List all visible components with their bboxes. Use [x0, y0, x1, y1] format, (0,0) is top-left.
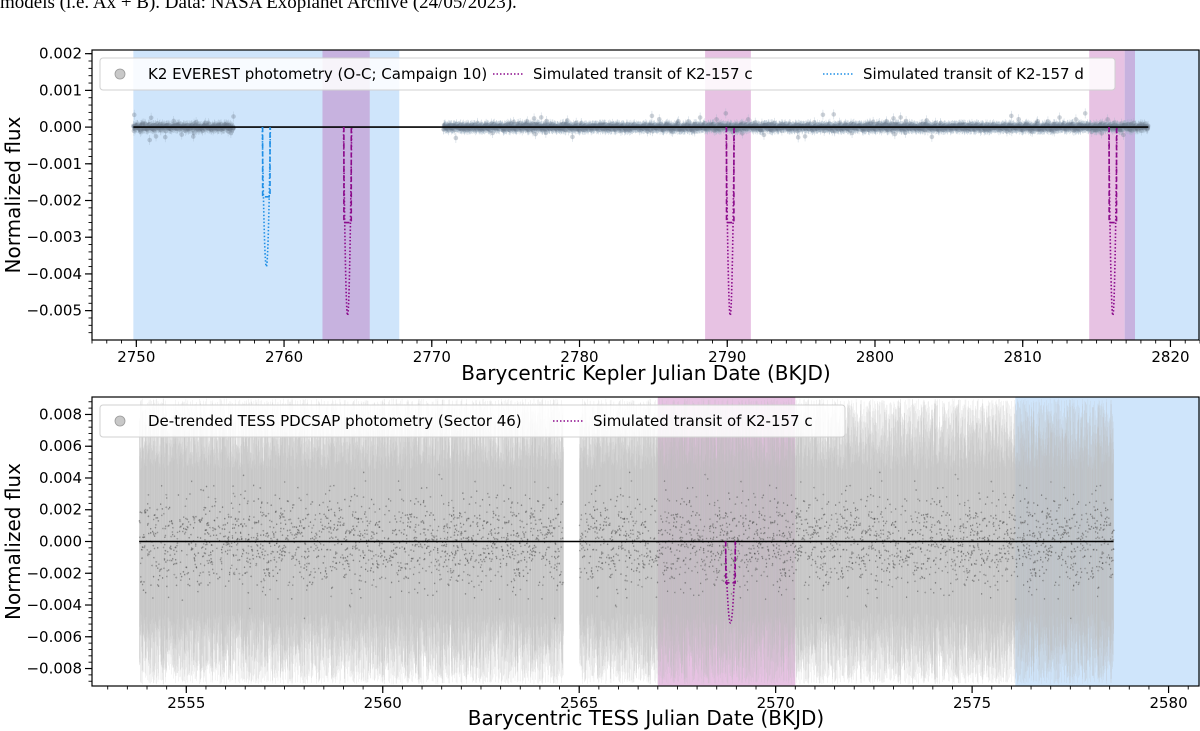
legend-item-3: Simulated transit of K2-157 d — [823, 65, 1084, 83]
x-tick-label-0: 2555 — [167, 694, 205, 712]
x-tick-label-4: 2575 — [953, 694, 991, 712]
legend-box — [99, 404, 846, 438]
legend-label: Simulated transit of K2-157 c — [593, 412, 813, 430]
legend-item-2: Simulated transit of K2-157 c — [493, 65, 753, 83]
transit-c-1 — [724, 541, 737, 624]
transit-c-4 — [1107, 127, 1118, 316]
legend-box — [99, 57, 1116, 91]
legend-label: Simulated transit of K2-157 d — [863, 65, 1084, 83]
legend: K2 EVEREST photometry (O-C; Campaign 10)… — [99, 57, 1116, 91]
y-tick-label-1: 0.001 — [39, 81, 82, 99]
x-tick-label-5: 2580 — [1149, 694, 1187, 712]
x-axis-label: Barycentric Kepler Julian Date (BKJD) — [461, 361, 830, 385]
y-tick-label-2: 0.004 — [39, 469, 82, 487]
legend-marker — [114, 68, 126, 80]
x-tick-label-6: 2810 — [1004, 348, 1042, 366]
legend-item-1: De-trended TESS PDCSAP photometry (Secto… — [114, 412, 522, 430]
shaded-region-3 — [705, 50, 751, 340]
x-tick-label-5: 2800 — [856, 348, 894, 366]
x-tick-label-2: 2770 — [413, 348, 451, 366]
shaded-region-4 — [1089, 50, 1125, 340]
x-axis-label: Barycentric TESS Julian Date (BKJD) — [468, 706, 824, 730]
panel-2: 2555 2560 2565 2570 2575 2580 Barycentric TESS… — [1, 396, 1200, 730]
x-tick-label-4: 2790 — [708, 348, 746, 366]
y-tick-label-3: 0.002 — [39, 501, 82, 519]
legend-item-2: Simulated transit of K2-157 c — [553, 412, 813, 430]
y-tick-label-4: 0.000 — [39, 533, 82, 551]
y-tick-label-6: −0.004 — [26, 596, 82, 614]
legend-item-1: K2 EVEREST photometry (O-C; Campaign 10) — [114, 65, 487, 83]
shaded-region-5 — [1124, 50, 1135, 340]
x-tick-label-0: 2750 — [117, 348, 155, 366]
shaded-region-6 — [1134, 50, 1200, 340]
plot-area — [138, 397, 1200, 686]
y-tick-label-5: −0.002 — [26, 564, 82, 582]
legend: De-trended TESS PDCSAP photometry (Secto… — [99, 404, 846, 438]
y-tick-label-7: −0.006 — [26, 628, 82, 646]
y-tick-label-2: 0.000 — [39, 118, 82, 136]
shaded-region-2 — [322, 50, 370, 340]
axes-frame — [91, 49, 1200, 341]
x-tick-label-3: 2570 — [757, 694, 795, 712]
transit-d-1 — [261, 127, 272, 268]
legend-label: Simulated transit of K2-157 c — [533, 65, 753, 83]
figure-caption: models (i.e. Ax + B). Data: NASA Exoplan… — [0, 0, 1200, 32]
legend-label: De-trended TESS PDCSAP photometry (Secto… — [148, 412, 522, 430]
y-tick-label-1: 0.006 — [39, 437, 82, 455]
plot-area — [131, 50, 1200, 340]
y-tick-label-0: 0.008 — [39, 405, 82, 423]
transit-c-3 — [725, 127, 736, 316]
legend-label: K2 EVEREST photometry (O-C; Campaign 10) — [148, 65, 487, 83]
transit-c-2 — [342, 127, 353, 316]
y-tick-label-3: −0.001 — [26, 155, 82, 173]
x-tick-label-1: 2560 — [364, 694, 402, 712]
x-tick-label-1: 2760 — [265, 348, 303, 366]
x-tick-label-7: 2820 — [1151, 348, 1189, 366]
legend-marker — [114, 415, 126, 427]
panel-1: 2750 2760 2770 2780 2790 2800 2810 2820 Barycent… — [1, 45, 1200, 385]
y-tick-label-8: −0.008 — [26, 660, 82, 678]
y-tick-label-6: −0.004 — [26, 265, 82, 283]
y-axis-label: Normalized flux — [1, 116, 25, 273]
x-tick-label-2: 2565 — [560, 694, 598, 712]
y-axis-label: Normalized flux — [1, 463, 25, 620]
y-tick-label-4: −0.002 — [26, 192, 82, 210]
x-tick-label-3: 2780 — [560, 348, 598, 366]
y-tick-label-7: −0.005 — [26, 302, 82, 320]
y-tick-label-0: 0.002 — [39, 45, 82, 63]
y-tick-label-5: −0.003 — [26, 228, 82, 246]
